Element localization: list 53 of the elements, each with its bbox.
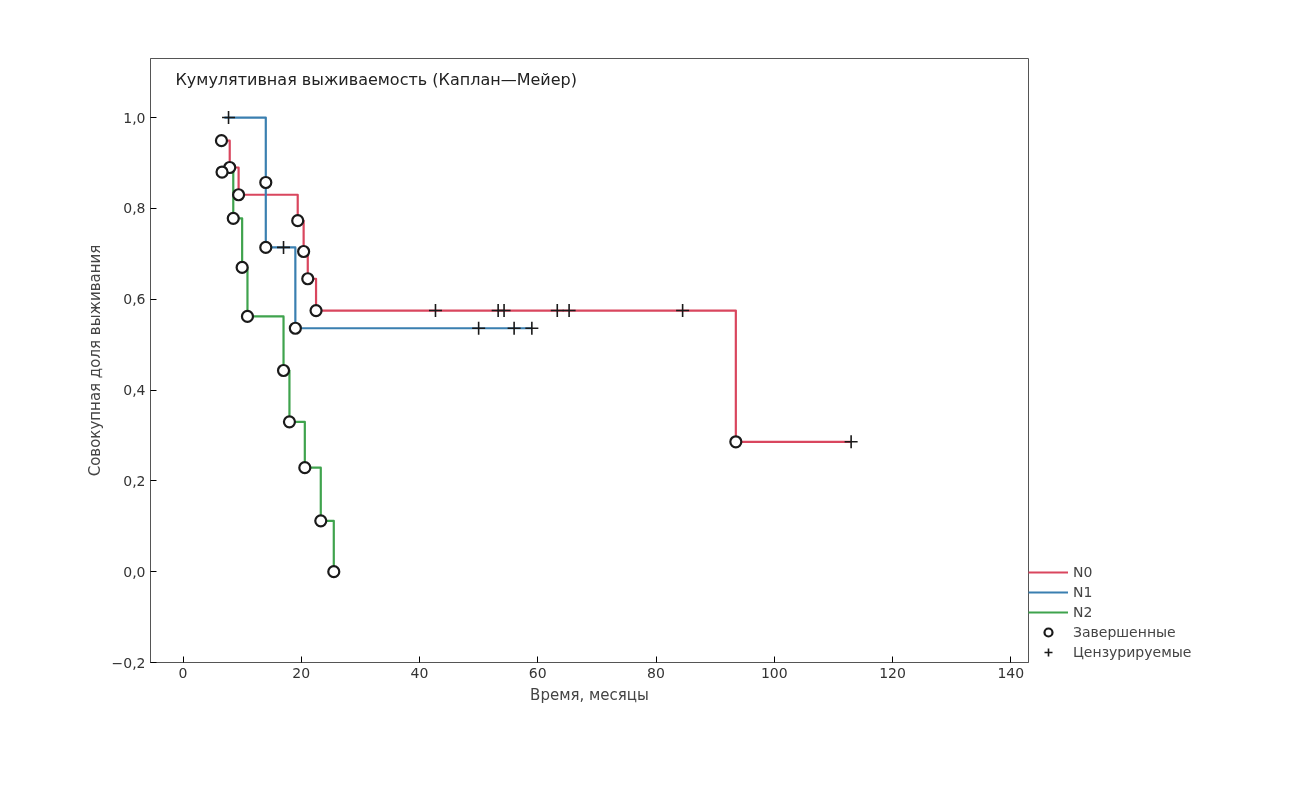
legend-label: Цензурируемые: [1073, 644, 1192, 660]
y-tick-label: 0,6: [123, 291, 146, 308]
y-tick-label: 0,8: [123, 200, 146, 217]
point: [215, 165, 229, 179]
legend-label: N0: [1073, 564, 1093, 580]
x-axis-title: Время, месяцы: [530, 685, 649, 704]
text: Кумулятивная выживаемость (Каплан—Мейер): [175, 69, 577, 89]
point: [843, 434, 859, 450]
point: [276, 363, 291, 378]
point: [298, 461, 312, 475]
point: [309, 303, 323, 318]
legend-label: N1: [1073, 584, 1093, 600]
x-tick-label: 80: [647, 664, 665, 681]
point: [327, 565, 341, 579]
point: [561, 303, 577, 318]
point: [549, 303, 565, 318]
point: [496, 303, 512, 318]
legend-label: Завершенные: [1073, 624, 1176, 640]
point: [291, 214, 305, 228]
point: [729, 435, 743, 449]
point: [301, 272, 315, 286]
x-tick-label: 0: [178, 664, 188, 681]
x-tick-label: 20: [292, 664, 311, 681]
point: [288, 321, 302, 335]
point: [226, 211, 240, 225]
point: [524, 320, 540, 336]
point: [240, 309, 255, 324]
point: [297, 244, 311, 259]
y-axis-title: Совокупная доля выживания: [85, 244, 104, 477]
point: [214, 134, 229, 148]
y-tick-label: 0,0: [123, 563, 146, 580]
x-tick-label: 100: [760, 664, 788, 681]
point: [314, 514, 328, 528]
point: [282, 415, 297, 429]
y-tick-label: 1,0: [123, 109, 146, 126]
point: [506, 320, 522, 336]
point: [232, 188, 246, 202]
x-tick-label: 40: [410, 664, 429, 681]
y-tick-label: 0,4: [123, 382, 146, 399]
point: [471, 320, 486, 336]
point: [259, 240, 273, 255]
x-tick-label: 60: [528, 664, 547, 681]
x-tick-label: 140: [997, 664, 1025, 681]
point: [259, 175, 273, 190]
x-tick-label: 120: [879, 664, 906, 681]
point: [235, 260, 249, 274]
point: [276, 240, 291, 255]
point: [675, 303, 690, 318]
point: [221, 110, 236, 125]
y-tick-label: 0,2: [123, 472, 146, 489]
point: [428, 303, 443, 318]
legend-label: N2: [1073, 604, 1093, 620]
y-tick-label: −0,2: [111, 654, 146, 671]
